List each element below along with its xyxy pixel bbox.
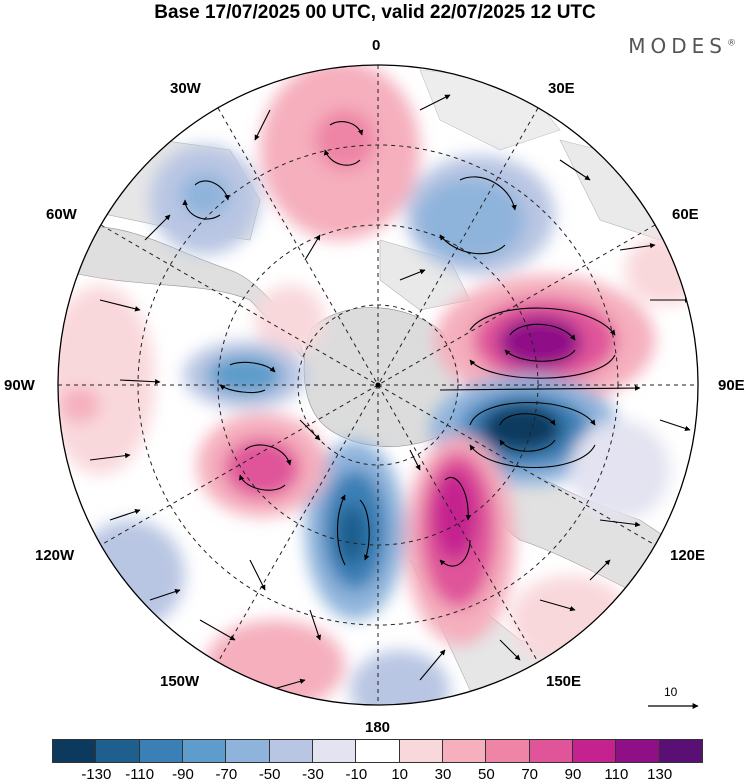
map-boundary: [57, 64, 699, 706]
graticule: [58, 65, 698, 705]
colorbar-tick-label: 130: [647, 766, 673, 783]
colorbar-swatch: [181, 739, 227, 763]
brand-name: MODES: [628, 34, 727, 58]
colorbar-swatch: [52, 739, 97, 763]
label-90w: 90W: [4, 377, 35, 394]
colorbar-swatch: [528, 739, 573, 763]
colorbar-swatch: [485, 739, 530, 763]
colorbar-tick-label: 30: [434, 766, 452, 783]
label-150e: 150E: [546, 673, 582, 690]
colorbar-swatch: [571, 739, 617, 763]
colorbar-tick-label: -130: [81, 766, 112, 783]
colorbar-tick-label: 50: [477, 766, 495, 783]
colorbar-tick-label: -70: [215, 766, 238, 783]
anomaly-field: [58, 65, 698, 705]
map-disk: [58, 65, 698, 705]
label-60w: 60W: [46, 206, 77, 223]
colorbar-tick-label: -50: [258, 766, 281, 783]
pole-marker: [375, 382, 381, 388]
chart-title: Base 17/07/2025 00 UTC, valid 22/07/2025…: [154, 2, 596, 23]
label-150w: 150W: [160, 673, 200, 690]
label-30w: 30W: [170, 80, 201, 97]
label-0: 0: [372, 37, 381, 54]
colorbar-swatch: [441, 739, 487, 763]
modes-logo: MODES®: [628, 34, 736, 58]
colorbar-swatch: [398, 739, 443, 763]
wind-vectors: [89, 94, 691, 691]
colorbar-tick-label: -10: [345, 766, 368, 783]
colorbar-tick-label: -90: [172, 766, 194, 783]
label-30e: 30E: [548, 80, 575, 97]
registered-mark: ®: [727, 38, 736, 49]
label-120w: 120W: [35, 547, 75, 564]
colorbar-tick-label: 10: [391, 766, 408, 783]
colorbar-swatch: [95, 739, 140, 763]
label-90e: 90E: [718, 377, 745, 394]
label-180: 180: [365, 719, 391, 736]
colorbar-tick-label: 70: [521, 766, 538, 783]
colorbar-tick-label: -30: [302, 766, 324, 783]
colorbar-swatch: [138, 739, 183, 763]
colorbar-swatch: [225, 739, 270, 763]
reference-vector-label: 10: [664, 685, 678, 699]
colorbar-tick-labels: -130 -110 -90 -70 -50 -30 -10 10 30 50 70 90 110 130: [53, 766, 703, 783]
colorbar-swatch: [268, 739, 313, 763]
colorbar-swatch: [658, 739, 703, 763]
colorbar-tick-label: -110: [125, 766, 155, 783]
colorbar-swatch: [355, 739, 400, 763]
colorbar-swatch: [311, 739, 357, 763]
colorbar: [52, 739, 703, 763]
label-60e: 60E: [672, 206, 699, 223]
label-120e: 120E: [670, 547, 706, 564]
colorbar-tick-label: 110: [604, 766, 629, 783]
colorbar-tick-label: 90: [564, 766, 582, 783]
colorbar-swatch: [615, 739, 660, 763]
